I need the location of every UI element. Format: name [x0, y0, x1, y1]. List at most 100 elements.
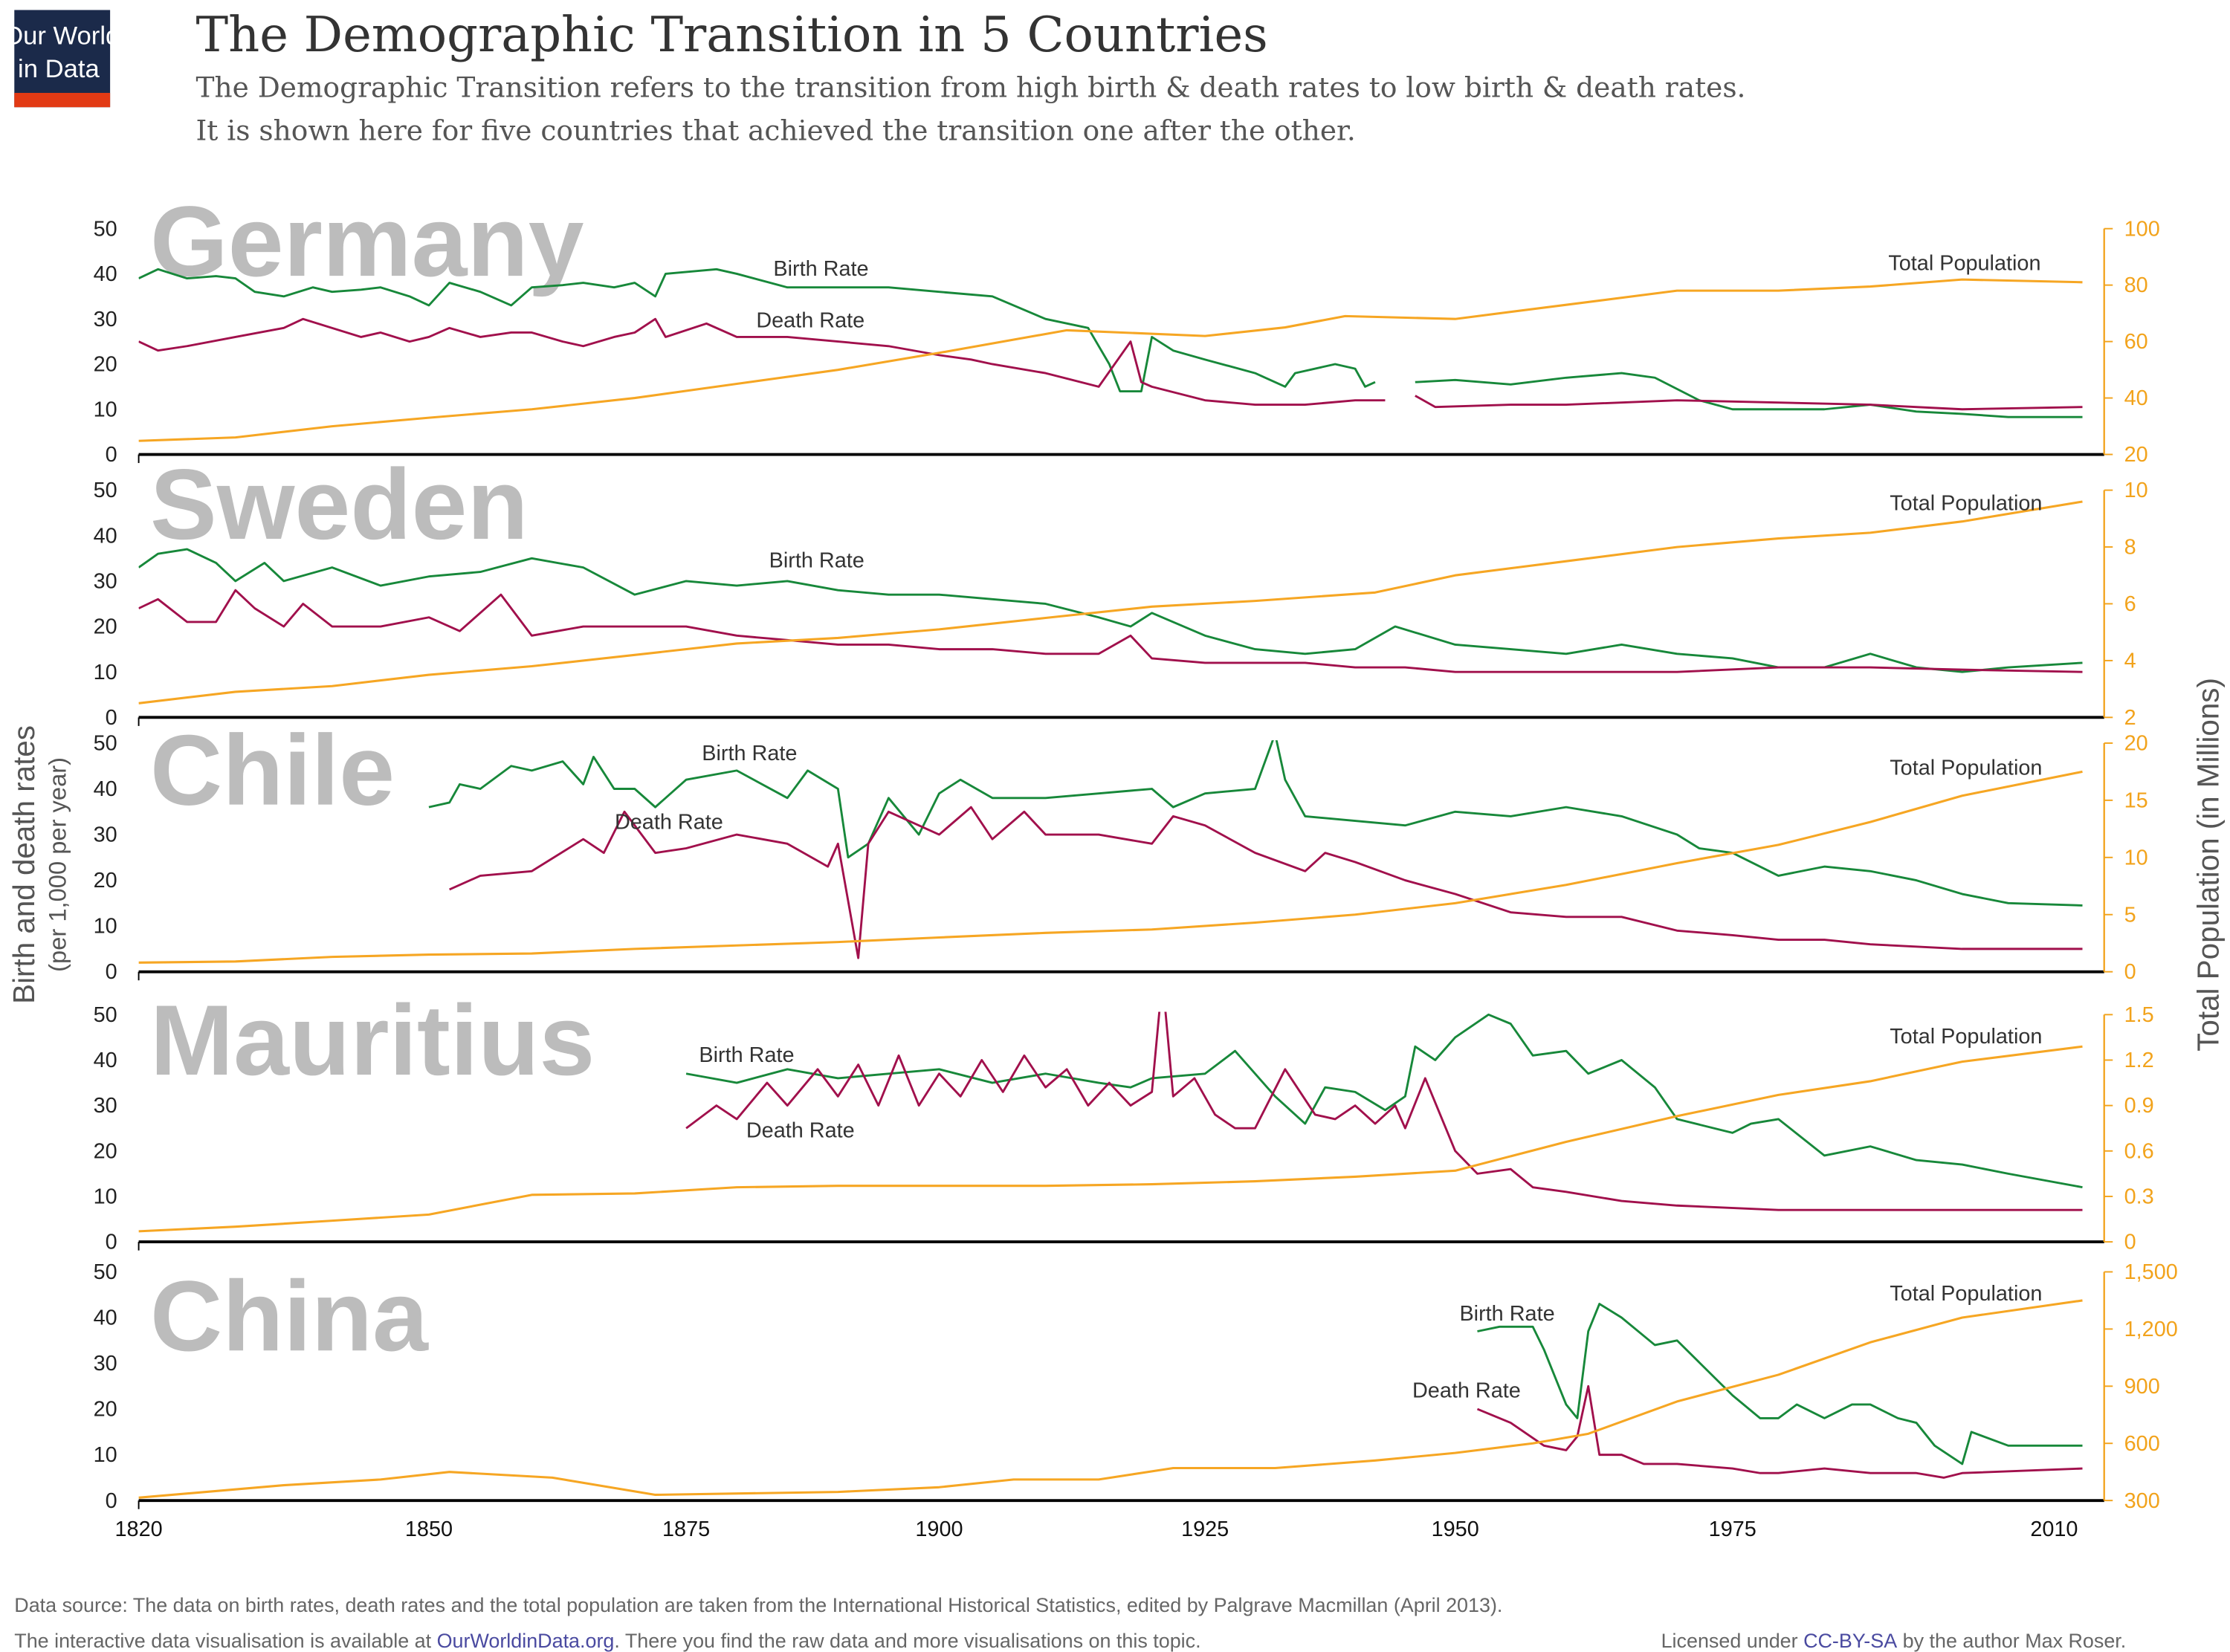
- right-tick-label: 6: [2124, 592, 2136, 616]
- left-tick-label: 50: [94, 1003, 117, 1027]
- population-label: Total Population: [1890, 756, 2042, 780]
- right-tick-label: 8: [2124, 536, 2136, 560]
- left-tick-label: 10: [94, 915, 117, 939]
- panel-sweden: Sweden 0 10 20 30 40 50 2 4 6 8 10 Birth Rate Total P…: [94, 448, 2148, 730]
- x-tick-label: 1820: [115, 1517, 163, 1541]
- birth-rate-label: Birth Rate: [773, 257, 868, 281]
- left-tick-label: 30: [94, 1094, 117, 1118]
- left-tick-label: 40: [94, 1049, 117, 1072]
- left-axis-title: Birth and death rates: [7, 725, 41, 1004]
- right-axis-title: Total Population (in Millions): [2191, 678, 2226, 1052]
- left-tick-label: 50: [94, 217, 117, 241]
- population-line: [138, 1045, 2083, 1233]
- panel-germany: Germany 0 10 20 30 40 50 20 40 60 80 100 Birth Rate D…: [94, 185, 2160, 467]
- right-tick-label: 0.3: [2124, 1185, 2154, 1209]
- birth-rate-label: Birth Rate: [769, 548, 864, 572]
- country-name: Chile: [150, 714, 395, 826]
- left-tick-label: 10: [94, 1185, 117, 1209]
- right-tick-label: 10: [2124, 479, 2148, 502]
- birth-rate-label: Birth Rate: [702, 742, 797, 765]
- population-label: Total Population: [1888, 251, 2040, 275]
- logo-text-line2: in Data: [18, 55, 100, 83]
- x-tick-label: 1925: [1181, 1517, 1229, 1541]
- left-tick-label: 10: [94, 661, 117, 684]
- right-tick-label: 0.6: [2124, 1139, 2154, 1163]
- owid-link[interactable]: OurWorldinData.org: [437, 1630, 615, 1652]
- logo-background: [14, 10, 111, 108]
- left-tick-label: 0: [106, 1231, 117, 1254]
- birth-rate-label: Birth Rate: [699, 1043, 794, 1067]
- panel-mauritius: Mauritius 0 10 20 30 40 50 0 0.3 0.6 0.9 1.2 1.5 Birt…: [94, 984, 2154, 1254]
- death-rate-line: [138, 317, 2083, 411]
- right-tick-label: 5: [2124, 903, 2136, 927]
- left-tick-label: 0: [106, 960, 117, 984]
- left-tick-label: 20: [94, 1398, 117, 1422]
- population-line: [138, 770, 2083, 964]
- death-rate-line: [138, 589, 2083, 673]
- footer-interactive: The interactive data visualisation is av…: [14, 1630, 1200, 1652]
- death-rate-line: [449, 806, 2083, 959]
- left-tick-label: 20: [94, 353, 117, 377]
- x-tick-label: 1875: [662, 1517, 710, 1541]
- birth-rate-line: [428, 740, 2083, 907]
- left-tick-label: 40: [94, 1306, 117, 1330]
- death-rate-label: Death Rate: [615, 810, 723, 834]
- right-tick-label: 900: [2124, 1375, 2160, 1399]
- left-tick-label: 30: [94, 823, 117, 847]
- right-tick-label: 20: [2124, 732, 2148, 756]
- owid-logo[interactable]: Our World in Data: [3, 10, 120, 108]
- left-tick-label: 20: [94, 615, 117, 639]
- country-name: Germany: [150, 185, 584, 297]
- left-tick-label: 50: [94, 479, 117, 502]
- death-rate-line: [685, 1011, 2083, 1211]
- left-tick-label: 10: [94, 1443, 117, 1467]
- right-tick-label: 40: [2124, 386, 2148, 410]
- left-tick-label: 0: [106, 706, 117, 730]
- population-line: [138, 500, 2083, 704]
- x-tick-label: 1850: [405, 1517, 453, 1541]
- x-axis: 1820 1850 1875 1900 1925 1950 1975 2010: [115, 1517, 2078, 1541]
- population-label: Total Population: [1890, 1025, 2042, 1049]
- left-tick-label: 40: [94, 777, 117, 801]
- x-tick-label: 1900: [915, 1517, 963, 1541]
- left-tick-label: 40: [94, 262, 117, 286]
- right-tick-label: 1.5: [2124, 1003, 2154, 1027]
- population-line: [138, 278, 2083, 442]
- logo-text-line1: Our World: [3, 22, 120, 51]
- right-tick-label: 10: [2124, 846, 2148, 869]
- right-tick-label: 20: [2124, 443, 2148, 467]
- birth-rate-line: [138, 268, 2083, 418]
- left-tick-label: 30: [94, 308, 117, 331]
- right-tick-label: 300: [2124, 1489, 2160, 1513]
- birth-rate-line: [1477, 1303, 2083, 1465]
- footer-interactive-suffix: . There you find the raw data and more v…: [614, 1630, 1200, 1652]
- license-suffix: by the author Max Roser.: [1897, 1630, 2126, 1652]
- death-rate-label: Death Rate: [746, 1119, 855, 1143]
- death-rate-label: Death Rate: [1412, 1379, 1521, 1403]
- left-tick-label: 10: [94, 398, 117, 421]
- right-tick-label: 1.2: [2124, 1049, 2154, 1072]
- left-tick-label: 50: [94, 732, 117, 756]
- death-rate-line: [1476, 1384, 2083, 1479]
- logo-red-bar: [14, 92, 111, 108]
- left-tick-label: 0: [106, 443, 117, 467]
- page-title: The Demographic Transition in 5 Countrie…: [196, 7, 1268, 63]
- country-name: Sweden: [150, 448, 529, 560]
- panel-china: China 0 10 20 30 40 50 300 600 900 1,200 1,500 Birth…: [94, 1260, 2178, 1513]
- x-tick-label: 2010: [2030, 1517, 2078, 1541]
- footer-license: Licensed under CC-BY-SA by the author Ma…: [1661, 1630, 2127, 1652]
- footer-interactive-prefix: The interactive data visualisation is av…: [14, 1630, 436, 1652]
- population-line: [138, 1299, 2083, 1499]
- right-tick-label: 0: [2124, 960, 2136, 984]
- left-tick-label: 50: [94, 1260, 117, 1284]
- population-label: Total Population: [1890, 1282, 2042, 1306]
- right-tick-label: 0: [2124, 1231, 2136, 1254]
- right-tick-label: 15: [2124, 789, 2148, 813]
- left-tick-label: 30: [94, 570, 117, 594]
- left-axis-subtitle: (per 1,000 per year): [44, 757, 71, 972]
- subtitle-line2: It is shown here for five countries that…: [196, 114, 1356, 146]
- license-link[interactable]: CC-BY-SA: [1803, 1630, 1897, 1652]
- right-tick-label: 600: [2124, 1432, 2160, 1456]
